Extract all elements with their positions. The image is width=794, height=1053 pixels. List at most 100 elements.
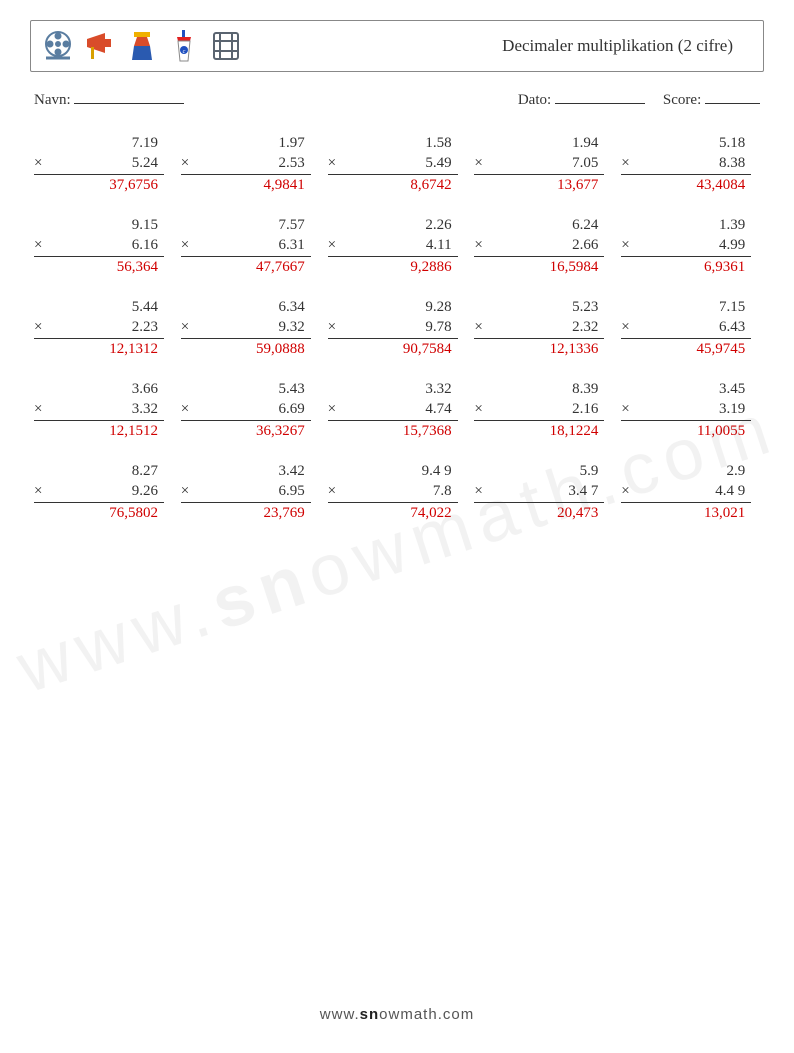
answer: 37,6756 (34, 175, 164, 195)
problem-3: 1.58×5.498,6742 (328, 133, 458, 195)
operand-b: 6.95 (195, 481, 305, 501)
answer: 23,769 (181, 503, 311, 523)
operator: × (328, 399, 342, 419)
problem-14: 5.23×2.3212,1336 (474, 297, 604, 359)
problem-6: 9.15×6.1656,364 (34, 215, 164, 277)
operand-a: 7.15 (635, 297, 745, 317)
answer: 56,364 (34, 257, 164, 277)
date-line (555, 90, 645, 104)
answer: 74,022 (328, 503, 458, 523)
operand-a: 9.15 (48, 215, 158, 235)
operand-a: 8.27 (48, 461, 158, 481)
answer: 4,9841 (181, 175, 311, 195)
answer: 12,1336 (474, 339, 604, 359)
operand-b: 3.32 (48, 399, 158, 419)
problem-9: 6.24×2.6616,5984 (474, 215, 604, 277)
operator: × (474, 153, 488, 173)
problem-10: 1.39×4.996,9361 (621, 215, 751, 277)
problem-24: 5.9×3.4 720,473 (474, 461, 604, 523)
problem-1: 7.19×5.2437,6756 (34, 133, 164, 195)
operand-a: 2.9 (635, 461, 745, 481)
operand-b: 3.19 (635, 399, 745, 419)
problem-2: 1.97×2.534,9841 (181, 133, 311, 195)
operator: × (474, 235, 488, 255)
operand-b: 9.26 (48, 481, 158, 501)
wm-bold: sn (202, 538, 322, 645)
problem-16: 3.66×3.3212,1512 (34, 379, 164, 441)
operand-b: 6.31 (195, 235, 305, 255)
problem-7: 7.57×6.3147,7667 (181, 215, 311, 277)
operator: × (34, 153, 48, 173)
megaphone-icon (83, 29, 117, 63)
operand-a: 1.39 (635, 215, 745, 235)
operator: × (181, 235, 195, 255)
operand-a: 7.19 (48, 133, 158, 153)
operand-a: 5.18 (635, 133, 745, 153)
date-field: Dato: (518, 90, 645, 109)
operand-b: 7.05 (488, 153, 598, 173)
operand-a: 5.44 (48, 297, 158, 317)
problem-25: 2.9×4.4 913,021 (621, 461, 751, 523)
problem-20: 3.45×3.1911,0055 (621, 379, 751, 441)
problem-21: 8.27×9.2676,5802 (34, 461, 164, 523)
operator: × (621, 481, 635, 501)
footer-mid: owmath (379, 1006, 438, 1023)
answer: 59,0888 (181, 339, 311, 359)
problem-4: 1.94×7.0513,677 (474, 133, 604, 195)
answer: 13,677 (474, 175, 604, 195)
answer: 20,473 (474, 503, 604, 523)
operand-b: 2.23 (48, 317, 158, 337)
operand-a: 9.4 9 (342, 461, 452, 481)
problem-18: 3.32×4.7415,7368 (328, 379, 458, 441)
operator: × (328, 317, 342, 337)
operator: × (474, 481, 488, 501)
film-icon (209, 29, 243, 63)
operand-b: 2.66 (488, 235, 598, 255)
operator: × (34, 235, 48, 255)
operand-a: 3.32 (342, 379, 452, 399)
header-box: c Decimaler multiplikation (2 cifre) (30, 20, 764, 72)
operand-b: 4.99 (635, 235, 745, 255)
answer: 12,1512 (34, 421, 164, 441)
answer: 16,5984 (474, 257, 604, 277)
answer: 15,7368 (328, 421, 458, 441)
answer: 6,9361 (621, 257, 751, 277)
operand-a: 3.42 (195, 461, 305, 481)
problem-13: 9.28×9.7890,7584 (328, 297, 458, 359)
operand-a: 1.97 (195, 133, 305, 153)
operand-b: 7.8 (342, 481, 452, 501)
operand-b: 4.11 (342, 235, 452, 255)
page-title: Decimaler multiplikation (2 cifre) (243, 36, 753, 56)
answer: 90,7584 (328, 339, 458, 359)
problem-19: 8.39×2.1618,1224 (474, 379, 604, 441)
operand-b: 3.4 7 (488, 481, 598, 501)
icon-strip: c (41, 29, 243, 63)
info-row: Navn: Dato: Score: (30, 90, 764, 109)
operand-b: 5.24 (48, 153, 158, 173)
operand-a: 7.57 (195, 215, 305, 235)
operand-b: 6.43 (635, 317, 745, 337)
problem-8: 2.26×4.119,2886 (328, 215, 458, 277)
name-line (74, 90, 184, 104)
footer-url: www.snowmath.com (0, 1006, 794, 1023)
answer: 47,7667 (181, 257, 311, 277)
operand-a: 6.24 (488, 215, 598, 235)
problem-5: 5.18×8.3843,4084 (621, 133, 751, 195)
operand-b: 9.78 (342, 317, 452, 337)
score-line (705, 90, 760, 104)
problem-23: 9.4 9×7.874,022 (328, 461, 458, 523)
problem-22: 3.42×6.9523,769 (181, 461, 311, 523)
operator: × (181, 399, 195, 419)
footer-post: .com (438, 1006, 475, 1023)
operator: × (181, 481, 195, 501)
date-label: Dato: (518, 92, 551, 108)
operand-b: 2.53 (195, 153, 305, 173)
operand-b: 9.32 (195, 317, 305, 337)
operand-a: 5.23 (488, 297, 598, 317)
operand-a: 9.28 (342, 297, 452, 317)
operand-a: 1.58 (342, 133, 452, 153)
problem-15: 7.15×6.4345,9745 (621, 297, 751, 359)
problem-grid: 7.19×5.2437,67561.97×2.534,98411.58×5.49… (30, 133, 764, 523)
operand-a: 8.39 (488, 379, 598, 399)
reel-icon (41, 29, 75, 63)
